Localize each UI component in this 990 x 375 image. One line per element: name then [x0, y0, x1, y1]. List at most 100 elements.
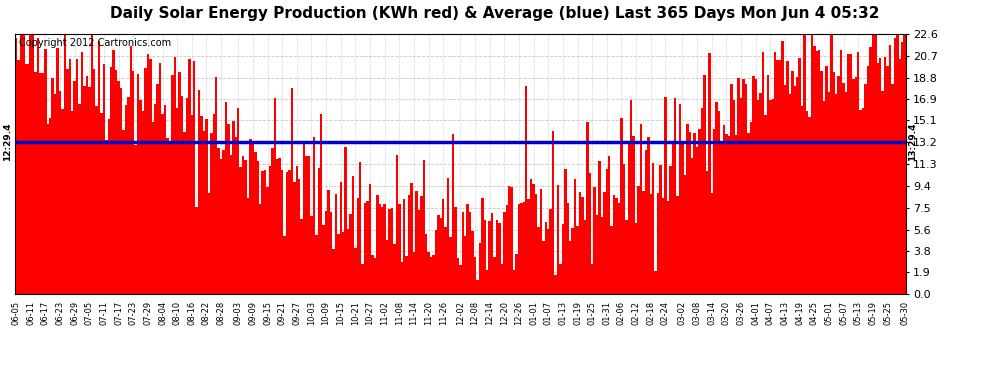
- Bar: [801, 106, 803, 294]
- Bar: [413, 252, 415, 294]
- Bar: [511, 187, 513, 294]
- Bar: [740, 98, 742, 294]
- Bar: [158, 63, 161, 294]
- Bar: [869, 48, 871, 294]
- Bar: [318, 168, 320, 294]
- Bar: [105, 140, 108, 294]
- Bar: [823, 101, 826, 294]
- Bar: [58, 91, 61, 294]
- Bar: [296, 166, 298, 294]
- Bar: [63, 35, 66, 294]
- Bar: [15, 38, 17, 294]
- Bar: [103, 64, 105, 294]
- Bar: [643, 191, 644, 294]
- Bar: [544, 222, 547, 294]
- Bar: [25, 64, 27, 294]
- Bar: [386, 240, 388, 294]
- Bar: [90, 35, 93, 294]
- Bar: [366, 201, 369, 294]
- Bar: [579, 192, 581, 294]
- Bar: [163, 105, 166, 294]
- Bar: [867, 66, 869, 294]
- Bar: [496, 220, 498, 294]
- Bar: [852, 79, 854, 294]
- Bar: [273, 98, 276, 294]
- Bar: [449, 237, 451, 294]
- Bar: [644, 150, 647, 294]
- Bar: [346, 229, 349, 294]
- Bar: [215, 77, 218, 294]
- Bar: [259, 204, 261, 294]
- Bar: [564, 168, 566, 294]
- Bar: [271, 148, 273, 294]
- Bar: [698, 129, 701, 294]
- Bar: [45, 49, 47, 294]
- Bar: [218, 147, 220, 294]
- Bar: [574, 178, 576, 294]
- Bar: [125, 105, 127, 294]
- Bar: [323, 225, 325, 294]
- Bar: [276, 159, 278, 294]
- Bar: [881, 92, 884, 294]
- Bar: [456, 258, 459, 294]
- Bar: [554, 274, 556, 294]
- Bar: [666, 201, 669, 294]
- Bar: [840, 50, 842, 294]
- Bar: [771, 99, 774, 294]
- Bar: [401, 262, 403, 294]
- Bar: [17, 60, 20, 294]
- Bar: [286, 172, 288, 294]
- Bar: [879, 58, 881, 294]
- Bar: [433, 255, 435, 294]
- Bar: [674, 98, 676, 294]
- Bar: [166, 138, 168, 294]
- Bar: [440, 218, 443, 294]
- Bar: [242, 156, 245, 294]
- Bar: [757, 99, 759, 294]
- Bar: [66, 69, 68, 294]
- Bar: [20, 35, 22, 294]
- Bar: [833, 72, 835, 294]
- Bar: [281, 171, 283, 294]
- Bar: [132, 71, 135, 294]
- Bar: [108, 119, 110, 294]
- Bar: [661, 198, 664, 294]
- Bar: [251, 141, 254, 294]
- Bar: [459, 266, 461, 294]
- Bar: [68, 59, 71, 294]
- Bar: [671, 144, 674, 294]
- Bar: [469, 212, 471, 294]
- Bar: [154, 105, 156, 294]
- Bar: [596, 215, 598, 294]
- Bar: [168, 143, 171, 294]
- Bar: [584, 220, 586, 294]
- Bar: [561, 224, 564, 294]
- Bar: [137, 74, 140, 294]
- Bar: [493, 256, 496, 294]
- Bar: [293, 182, 296, 294]
- Bar: [383, 204, 386, 294]
- Bar: [130, 46, 132, 294]
- Bar: [220, 159, 223, 294]
- Bar: [769, 99, 771, 294]
- Bar: [78, 104, 81, 294]
- Bar: [127, 97, 130, 294]
- Bar: [696, 147, 698, 294]
- Bar: [640, 124, 643, 294]
- Bar: [625, 220, 628, 294]
- Bar: [659, 165, 661, 294]
- Bar: [333, 249, 335, 294]
- Bar: [591, 264, 593, 294]
- Bar: [723, 125, 726, 294]
- Bar: [649, 194, 652, 294]
- Bar: [330, 211, 333, 294]
- Bar: [523, 202, 525, 294]
- Bar: [151, 122, 154, 294]
- Bar: [73, 81, 76, 294]
- Bar: [849, 54, 852, 294]
- Bar: [874, 35, 876, 294]
- Bar: [391, 208, 393, 294]
- Bar: [393, 243, 396, 294]
- Bar: [616, 198, 618, 294]
- Bar: [256, 162, 259, 294]
